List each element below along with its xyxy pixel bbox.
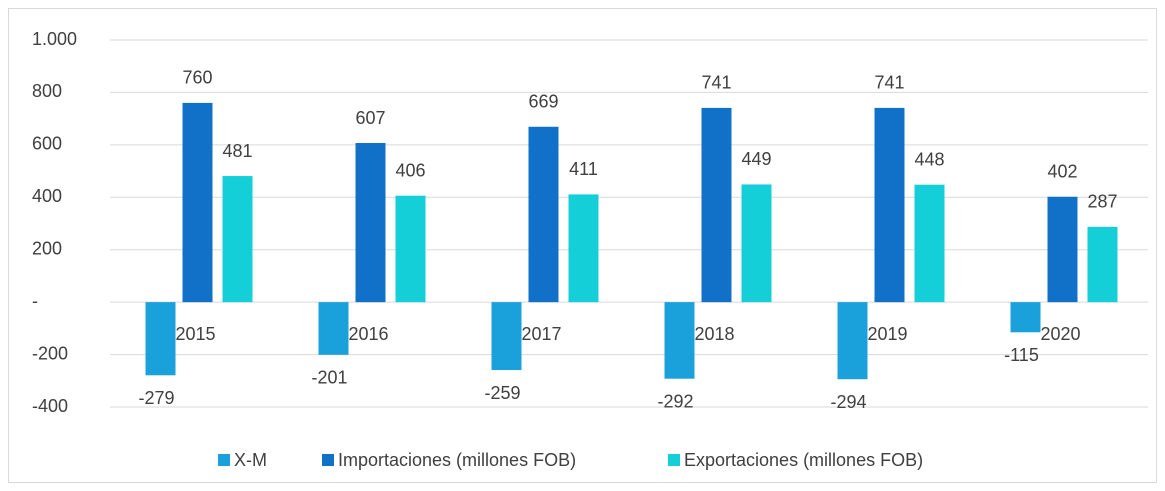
y-tick-label: -200 xyxy=(32,343,68,363)
legend-swatch xyxy=(322,454,334,466)
bar xyxy=(701,107,732,303)
bar xyxy=(491,302,522,371)
legend-swatch xyxy=(218,454,230,466)
bar xyxy=(182,102,213,303)
legend-swatch xyxy=(668,454,680,466)
bar xyxy=(222,176,253,303)
data-label: 287 xyxy=(1087,192,1117,212)
bar xyxy=(355,143,386,303)
data-label: -259 xyxy=(484,383,520,403)
data-label: -201 xyxy=(311,368,347,388)
y-tick-label: 600 xyxy=(32,134,62,154)
x-tick-label: 2018 xyxy=(695,324,735,344)
y-tick-label: - xyxy=(32,291,38,311)
bar xyxy=(874,107,905,303)
bar xyxy=(395,195,426,303)
data-label: 411 xyxy=(569,159,598,179)
y-tick-label: 1.000 xyxy=(32,29,77,49)
data-label: 760 xyxy=(182,68,212,88)
bar xyxy=(837,302,868,380)
y-tick-label: 800 xyxy=(32,81,62,101)
x-tick-label: 2015 xyxy=(176,324,216,344)
data-label: 607 xyxy=(355,108,385,128)
bar xyxy=(1010,302,1041,333)
legend-label: X-M xyxy=(234,450,267,470)
y-tick-label: 200 xyxy=(32,238,62,258)
data-label: 741 xyxy=(701,73,731,93)
y-tick-label: 400 xyxy=(32,186,62,206)
bar xyxy=(568,194,599,303)
bar xyxy=(318,302,349,355)
legend-label: Exportaciones (millones FOB) xyxy=(684,450,923,470)
data-label: 669 xyxy=(528,92,558,112)
bar xyxy=(664,302,695,379)
data-label: 406 xyxy=(395,160,425,180)
bar xyxy=(528,126,559,303)
x-tick-label: 2016 xyxy=(349,324,389,344)
data-label: -115 xyxy=(1004,345,1039,365)
bar xyxy=(914,184,945,303)
data-label: -292 xyxy=(657,391,693,411)
bar xyxy=(1047,196,1078,303)
legend-label: Importaciones (millones FOB) xyxy=(338,450,576,470)
data-label: 402 xyxy=(1047,162,1077,182)
x-tick-label: 2017 xyxy=(522,324,562,344)
x-tick-label: 2019 xyxy=(868,324,908,344)
bar xyxy=(145,302,176,376)
data-label: 741 xyxy=(874,73,904,93)
data-label: -279 xyxy=(138,388,174,408)
data-label: 481 xyxy=(222,141,252,161)
x-tick-label: 2020 xyxy=(1041,324,1081,344)
bar xyxy=(1087,226,1118,303)
bar xyxy=(741,184,772,303)
data-label: 448 xyxy=(914,149,944,169)
data-label: 449 xyxy=(741,149,771,169)
y-tick-label: -400 xyxy=(32,396,68,416)
data-label: -294 xyxy=(830,392,866,412)
